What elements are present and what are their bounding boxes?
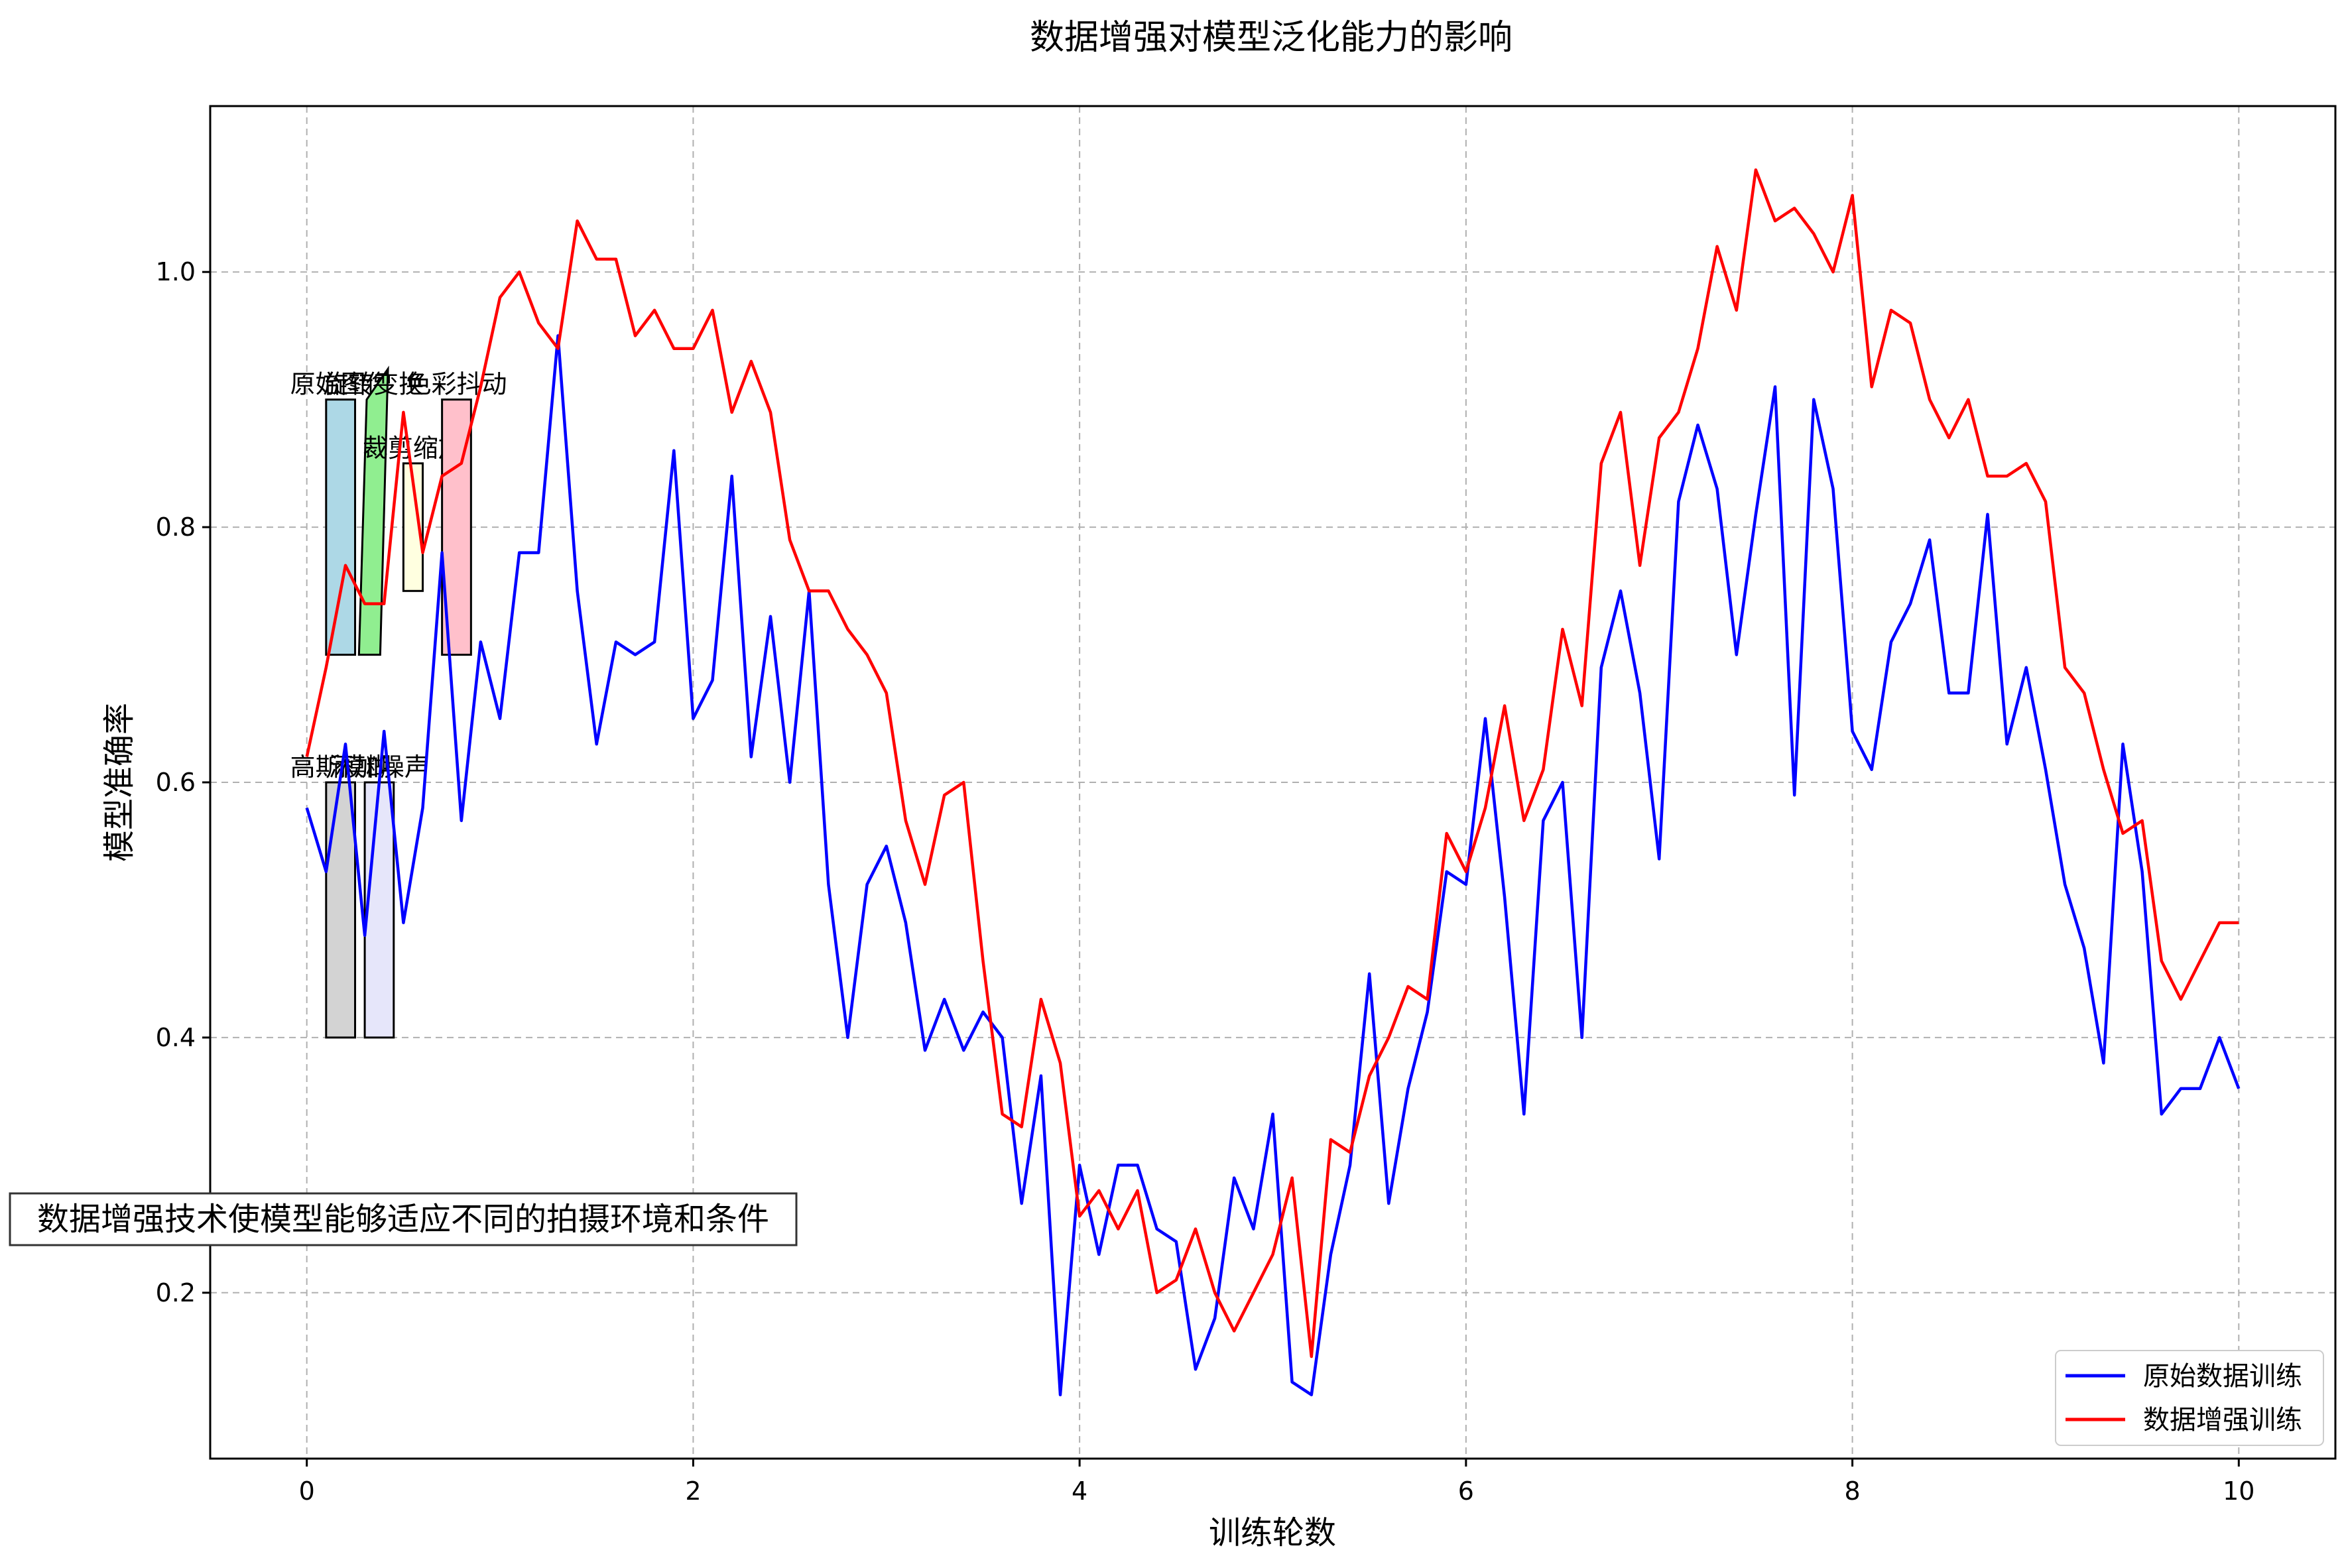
augmentation-label: 色彩抖动 [406,370,507,399]
grid-lines [210,106,2335,1459]
augmentation-label: 旋转变换 [323,370,424,399]
y-tick-label: 1.0 [156,257,196,286]
annotation-text: 数据增强技术使模型能够适应不同的拍摄环境和条件 [37,1201,769,1238]
series-lines [305,168,2241,1397]
series-line [305,334,2241,1397]
x-tick-label: 2 [685,1477,701,1506]
x-tick-label: 10 [2223,1477,2254,1506]
augmentation-shape [357,365,389,656]
legend-label: 数据增强训练 [2143,1405,2302,1435]
y-tick-label: 0.4 [156,1023,196,1052]
annotation-frame [9,1192,798,1246]
x-tick-label: 8 [1844,1477,1860,1506]
x-axis-label: 训练轮数 [1209,1514,1336,1551]
x-tick-label: 6 [1458,1477,1474,1506]
x-tick-label: 0 [299,1477,315,1506]
axis-ticks: 0 2 4 6 8 10 0.2 0.4 0.6 0.8 1.0 [156,257,2255,1506]
y-axis-label: 模型准确率 [101,703,138,862]
series-line [305,168,2239,1358]
legend-label: 原始数据训练 [2143,1361,2302,1392]
y-tick-label: 0.2 [156,1278,196,1307]
chart-title: 数据增强对模型泛化能力的影响 [1030,18,1512,58]
augmentation-shape [325,398,357,656]
augmentation-shape [325,781,357,1039]
axes-frame [209,105,2337,1460]
augmentation-shape [363,781,395,1039]
y-tick-label: 0.6 [156,768,196,797]
x-tick-label: 4 [1072,1477,1087,1506]
y-tick-label: 0.8 [156,513,196,542]
annotation-box: 数据增强技术使模型能够适应不同的拍摄环境和条件 [9,1192,798,1246]
